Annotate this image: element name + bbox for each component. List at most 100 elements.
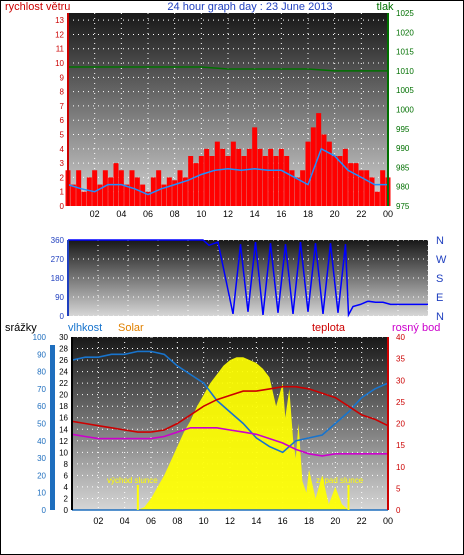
temperature-tick-label: 20 (396, 420, 405, 429)
pressure-tick-label: 1000 (396, 106, 414, 115)
rain-tick-label: 10 (37, 489, 46, 498)
compass-letter: N (436, 311, 444, 323)
humidity-tick-label: 6 (64, 471, 69, 480)
humidity-tick-label: 14 (59, 425, 68, 434)
humidity-tick-label: 4 (64, 483, 69, 492)
direction-tick-label: 90 (55, 293, 64, 302)
pressure-tick-label: 980 (396, 183, 410, 192)
panel1-time-axis: 02 04 06 08 10 12 14 16 18 20 22 00 (90, 209, 393, 219)
dewpoint-label: rosný bod (392, 322, 440, 334)
compass-letter: W (436, 254, 447, 266)
temperature-tick-label: 10 (396, 463, 405, 472)
humidity-tick-label: 16 (59, 414, 68, 423)
pressure-tick-label: 1010 (396, 67, 414, 76)
rain-tick-label: 60 (37, 402, 46, 411)
direction-axis: 0 90 180 270 360 (51, 236, 69, 321)
panel2-grid (68, 239, 429, 317)
direction-tick-label: 0 (60, 312, 65, 321)
rain-bar (50, 345, 55, 510)
compass-letter: S (436, 273, 443, 285)
humidity-tick-label: 26 (59, 356, 68, 365)
time-tick-label: 22 (356, 209, 366, 219)
temperature-tick-label: 15 (396, 441, 405, 450)
humidity-tick-label: 2 (64, 494, 69, 503)
humidity-tick-label: 28 (59, 345, 68, 354)
pressure-axis: 975 980 985 990 995 1000 1005 1010 1015 1020 1025 (387, 9, 414, 211)
time-tick-label: 00 (383, 209, 393, 219)
humidity-tick-label: 20 (59, 391, 68, 400)
temperature-tick-label: 35 (396, 355, 405, 364)
time-tick-label: 14 (251, 516, 261, 526)
time-tick-label: 20 (330, 209, 340, 219)
pressure-series (68, 66, 388, 72)
time-tick-label: 02 (93, 516, 103, 526)
humidity-tick-label: 0 (64, 506, 69, 515)
rain-tick-label: 90 (37, 350, 46, 359)
wind-direction-series (68, 239, 428, 318)
time-tick-label: 04 (116, 209, 126, 219)
pressure-tick-label: 995 (396, 125, 410, 134)
humidity-label: vlhkost (68, 322, 102, 334)
wind-speed-tick-label: 10 (55, 59, 64, 68)
dewpoint-line (71, 426, 388, 457)
compass-letter: E (436, 292, 443, 304)
time-tick-label: 14 (250, 209, 260, 219)
humidity-tick-label: 8 (64, 460, 69, 469)
rain-tick-label: 0 (42, 506, 47, 515)
solar-series (137, 357, 349, 510)
time-tick-label: 12 (223, 209, 233, 219)
time-tick-label: 08 (172, 516, 182, 526)
wind-speed-tick-label: 8 (60, 88, 65, 97)
pressure-label: tlak (376, 1, 394, 13)
pressure-tick-label: 975 (396, 202, 410, 211)
humidity-tick-label: 12 (59, 437, 68, 446)
time-tick-label: 16 (276, 209, 286, 219)
humidity-series (71, 350, 389, 454)
pressure-tick-label: 1015 (396, 48, 414, 57)
rain-tick-label: 40 (37, 437, 46, 446)
wind-speed-tick-label: 6 (60, 116, 65, 125)
pressure-tick-label: 985 (396, 163, 410, 172)
rain-tick-label: 70 (37, 385, 46, 394)
temperature-tick-label: 25 (396, 398, 405, 407)
rain-tick-label: 100 (33, 333, 47, 342)
temperature-tick-label: 30 (396, 376, 405, 385)
solar-label: Solar (118, 322, 144, 334)
solar-area (137, 357, 349, 510)
wind-direction-line (68, 239, 428, 318)
dewpoint-series (71, 426, 388, 511)
wind-speed-tick-label: 1 (60, 188, 65, 197)
temperature-series (71, 385, 389, 433)
humidity-tick-label: 10 (59, 448, 68, 457)
time-tick-label: 06 (143, 209, 153, 219)
wind-speed-label: rychlost větru (5, 1, 70, 13)
temperature-tick-label: 0 (396, 506, 401, 515)
direction-tick-label: 180 (51, 274, 65, 283)
direction-tick-label: 270 (51, 255, 65, 264)
time-tick-label: 02 (90, 209, 100, 219)
rain-tick-label: 50 (37, 420, 46, 429)
temperature-axis: 0 5 10 15 20 25 30 35 40 (387, 333, 405, 515)
time-tick-label: 08 (170, 209, 180, 219)
temperature-label: teplota (312, 322, 346, 334)
time-tick-label: 06 (146, 516, 156, 526)
panel3-time-axis: 02 04 06 08 10 12 14 16 18 20 22 00 (93, 516, 393, 526)
time-tick-label: 20 (330, 516, 340, 526)
time-tick-label: 12 (225, 516, 235, 526)
temperature-tick-label: 5 (396, 484, 401, 493)
sunset-label: západ slunce (316, 476, 364, 485)
wind-avg-series (67, 147, 388, 196)
time-tick-label: 18 (303, 209, 313, 219)
time-tick-label: 04 (120, 516, 130, 526)
rain-tick-label: 80 (37, 368, 46, 377)
humidity-line (71, 350, 389, 454)
pressure-line (68, 66, 388, 72)
pressure-tick-label: 1020 (396, 28, 414, 37)
